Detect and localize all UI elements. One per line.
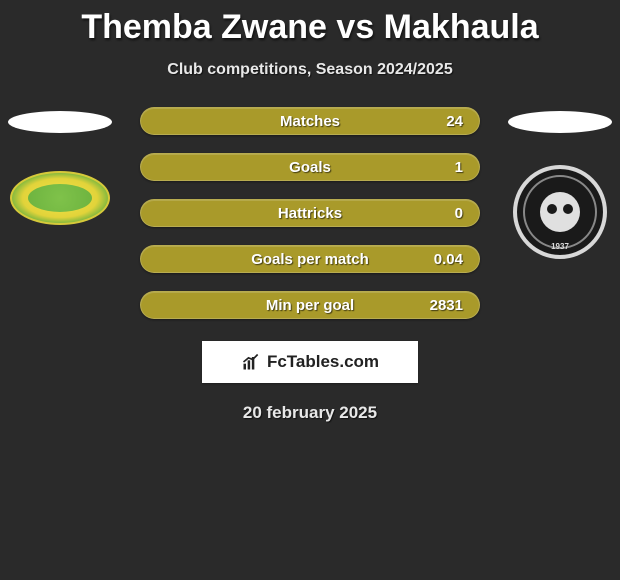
stat-label: Hattricks bbox=[278, 205, 342, 222]
stat-label: Min per goal bbox=[266, 297, 354, 314]
stat-value-right: 24 bbox=[446, 113, 463, 130]
stat-label: Goals per match bbox=[251, 251, 369, 268]
date-text: 20 february 2025 bbox=[0, 403, 620, 423]
stat-value-right: 1 bbox=[455, 159, 463, 176]
stat-value-right: 0 bbox=[455, 205, 463, 222]
chart-icon bbox=[241, 352, 261, 372]
stat-bar: Goals per match 0.04 bbox=[140, 245, 480, 273]
stat-bar: Matches 24 bbox=[140, 107, 480, 135]
left-team-badge bbox=[10, 171, 110, 225]
stat-bar: Min per goal 2831 bbox=[140, 291, 480, 319]
comparison-panel: 1937 Matches 24 Goals 1 Hattricks 0 Goal… bbox=[0, 107, 620, 423]
skull-icon bbox=[540, 192, 580, 232]
brand-box: FcTables.com bbox=[202, 341, 418, 383]
page-title: Themba Zwane vs Makhaula bbox=[0, 0, 620, 47]
stat-bar: Goals 1 bbox=[140, 153, 480, 181]
stat-value-right: 0.04 bbox=[434, 251, 463, 268]
left-player-avatar-placeholder bbox=[8, 111, 112, 133]
stat-label: Matches bbox=[280, 113, 340, 130]
subtitle: Club competitions, Season 2024/2025 bbox=[0, 61, 620, 79]
right-player-avatar-placeholder bbox=[508, 111, 612, 133]
brand-text: FcTables.com bbox=[267, 352, 379, 372]
badge-year: 1937 bbox=[551, 242, 569, 251]
stat-bars: Matches 24 Goals 1 Hattricks 0 Goals per… bbox=[140, 107, 480, 319]
stat-value-right: 2831 bbox=[430, 297, 463, 314]
right-team-badge: 1937 bbox=[513, 165, 607, 259]
stat-bar: Hattricks 0 bbox=[140, 199, 480, 227]
left-player-col bbox=[0, 107, 120, 225]
stat-label: Goals bbox=[289, 159, 331, 176]
right-player-col: 1937 bbox=[500, 107, 620, 259]
